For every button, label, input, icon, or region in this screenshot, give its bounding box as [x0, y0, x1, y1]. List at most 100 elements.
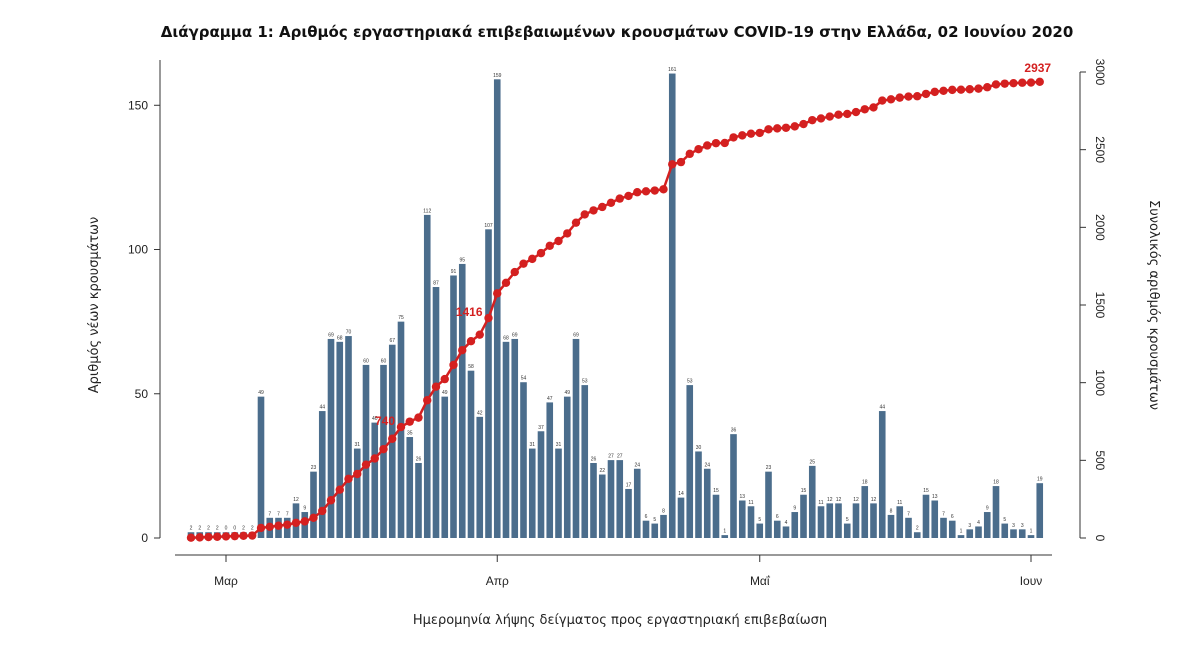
y-axis-label: Αριθμός νέων κρουσμάτων	[87, 217, 102, 394]
cumulative-point	[650, 186, 659, 195]
bar	[546, 402, 554, 538]
bar	[651, 523, 659, 538]
bar-value-label: 15	[923, 488, 929, 494]
bar	[415, 462, 422, 538]
bar-value-label: 60	[381, 358, 387, 364]
cumulative-point	[633, 188, 642, 197]
cumulative-point	[851, 107, 861, 117]
bar-value-label: 12	[293, 497, 299, 503]
bar-value-label: 1	[1030, 529, 1033, 535]
bar	[625, 488, 632, 538]
bar-value-label: 24	[704, 462, 710, 468]
bar-value-label: 0	[233, 526, 236, 532]
y2-tick-label: 500	[1093, 450, 1107, 470]
cumulative-point	[799, 119, 808, 129]
bar-value-label: 27	[608, 454, 614, 460]
bar-value-label: 49	[258, 390, 264, 396]
bar-value-label: 4	[977, 520, 980, 526]
bar-value-label: 9	[986, 506, 989, 512]
bar	[406, 437, 414, 538]
bar-value-label: 19	[1037, 477, 1043, 483]
bar-value-label: 68	[503, 335, 509, 341]
bar-value-label: 26	[591, 456, 597, 462]
cumulative-point	[519, 259, 528, 268]
bar	[423, 214, 431, 538]
bar-value-label: 49	[564, 390, 570, 396]
bar-value-label: 44	[879, 405, 885, 411]
bar	[616, 460, 624, 538]
bar	[913, 532, 921, 538]
cumulative-point	[493, 289, 502, 298]
bar-value-label: 6	[645, 514, 648, 520]
bar-value-label: 44	[319, 405, 325, 411]
bar-value-label: 15	[801, 488, 807, 494]
bar-value-label: 7	[942, 511, 945, 517]
y2-tick-label: 2500	[1093, 136, 1107, 163]
cumulative-point	[554, 236, 563, 246]
bar-value-label: 30	[696, 445, 702, 451]
bar	[765, 471, 772, 538]
bar-value-label: 5	[846, 517, 849, 523]
cumulative-point	[1035, 77, 1044, 86]
bar-value-label: 67	[389, 338, 395, 344]
bar-value-label: 91	[451, 269, 457, 275]
cumulative-point	[930, 87, 939, 97]
cumulative-point	[921, 89, 931, 99]
cumulative-point	[423, 396, 432, 405]
bar	[485, 229, 492, 538]
bar	[590, 462, 597, 538]
bar	[502, 341, 510, 538]
bar	[1036, 483, 1044, 538]
bar	[975, 526, 982, 538]
cumulative-point	[746, 129, 756, 138]
bar-value-label: 69	[573, 332, 579, 338]
bar-value-label: 23	[766, 465, 772, 471]
bar-value-label: 12	[827, 497, 833, 503]
y2-tick-label: 2000	[1093, 214, 1107, 241]
bar-value-label: 69	[512, 332, 518, 338]
bar	[362, 364, 370, 538]
cumulative-point	[834, 110, 843, 119]
bar-value-label: 5	[1003, 517, 1006, 523]
cumulative-point	[983, 83, 992, 92]
y-tick-label: 50	[135, 387, 149, 401]
bar	[712, 494, 720, 538]
bar-value-label: 7	[286, 511, 289, 517]
cumulative-point	[309, 513, 318, 523]
cumulative-point	[484, 313, 493, 323]
bar	[835, 503, 842, 538]
y2-tick-label: 1000	[1093, 369, 1107, 396]
x-tick-label: Ιουν	[1020, 574, 1043, 588]
bar	[756, 523, 764, 538]
bar-value-label: 161	[668, 67, 677, 73]
bar	[730, 434, 737, 538]
cumulative-point	[239, 531, 248, 541]
x-tick-label: Μαΐ	[750, 574, 771, 588]
cumulative-point	[659, 185, 668, 194]
bar	[441, 396, 449, 538]
cumulative-point	[431, 382, 441, 391]
bar-value-label: 24	[634, 462, 640, 468]
y-tick-label: 100	[128, 243, 148, 257]
bar-value-label: 2	[916, 526, 919, 532]
cumulative-point	[361, 460, 371, 469]
x-axis-label: Ημερομηνία λήψης δείγματος προς εργαστηρ…	[413, 613, 827, 628]
cumulative-point	[248, 531, 257, 540]
cumulative-point	[510, 267, 519, 277]
bar	[870, 503, 877, 538]
cumulative-point	[939, 86, 948, 95]
bar	[782, 526, 790, 538]
cumulative-annotation: 1416	[456, 305, 483, 319]
cumulative-point	[300, 517, 309, 526]
cumulative-point	[668, 160, 677, 169]
bar-value-label: 17	[626, 482, 632, 488]
bar	[371, 422, 379, 538]
cumulative-point	[230, 531, 239, 541]
bar	[992, 486, 1000, 538]
bar-value-label: 9	[793, 506, 796, 512]
bar	[555, 448, 562, 538]
bar	[467, 370, 475, 538]
cumulative-point	[528, 254, 537, 264]
bar-value-label: 35	[407, 431, 413, 437]
